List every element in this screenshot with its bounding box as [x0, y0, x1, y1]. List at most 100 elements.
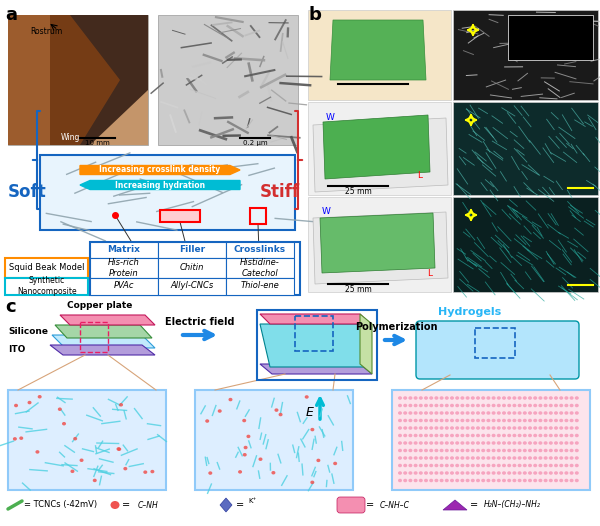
Ellipse shape [466, 396, 470, 400]
Ellipse shape [481, 464, 485, 467]
Ellipse shape [523, 456, 527, 460]
Ellipse shape [143, 470, 147, 474]
Ellipse shape [512, 396, 517, 400]
Bar [80, 322, 108, 352]
Ellipse shape [565, 471, 568, 475]
Ellipse shape [398, 449, 402, 452]
Bar [158, 242, 226, 258]
Ellipse shape [305, 395, 309, 399]
Ellipse shape [403, 404, 407, 407]
Ellipse shape [559, 441, 563, 445]
Ellipse shape [497, 464, 501, 467]
Ellipse shape [450, 456, 454, 460]
Ellipse shape [533, 449, 537, 452]
Text: c: c [5, 298, 16, 316]
Ellipse shape [476, 426, 480, 430]
Ellipse shape [554, 464, 558, 467]
Ellipse shape [455, 471, 459, 475]
Ellipse shape [575, 464, 579, 467]
Ellipse shape [512, 479, 517, 482]
Text: Allyl-CNCs: Allyl-CNCs [170, 281, 214, 290]
Ellipse shape [559, 479, 563, 482]
Ellipse shape [455, 479, 459, 482]
Ellipse shape [445, 449, 449, 452]
Ellipse shape [151, 470, 154, 473]
Ellipse shape [117, 448, 121, 451]
Ellipse shape [445, 464, 449, 467]
Ellipse shape [559, 434, 563, 437]
Ellipse shape [413, 456, 418, 460]
Ellipse shape [518, 479, 521, 482]
Bar [8, 390, 166, 490]
Ellipse shape [487, 456, 490, 460]
Text: 10 mm: 10 mm [85, 140, 109, 146]
Ellipse shape [507, 419, 511, 422]
Ellipse shape [481, 434, 485, 437]
Ellipse shape [559, 449, 563, 452]
Ellipse shape [523, 464, 527, 467]
Text: =: = [366, 500, 374, 510]
Ellipse shape [398, 441, 402, 445]
Bar [90, 278, 158, 295]
Ellipse shape [73, 437, 77, 440]
Ellipse shape [528, 479, 532, 482]
Ellipse shape [507, 456, 511, 460]
Ellipse shape [497, 449, 501, 452]
Ellipse shape [413, 419, 418, 422]
Ellipse shape [271, 471, 275, 474]
Ellipse shape [455, 419, 459, 422]
Ellipse shape [487, 471, 490, 475]
Ellipse shape [528, 419, 532, 422]
Bar [508, 15, 593, 60]
Ellipse shape [528, 471, 532, 475]
Ellipse shape [533, 471, 537, 475]
Ellipse shape [403, 464, 407, 467]
Ellipse shape [413, 396, 418, 400]
Ellipse shape [476, 464, 480, 467]
Ellipse shape [575, 426, 579, 430]
Text: =: = [470, 500, 478, 510]
Ellipse shape [429, 456, 433, 460]
Ellipse shape [569, 479, 574, 482]
Ellipse shape [487, 404, 490, 407]
Bar [308, 10, 451, 100]
Ellipse shape [116, 447, 121, 451]
Ellipse shape [565, 449, 568, 452]
Text: Synthetic
Nanocomposite: Synthetic Nanocomposite [17, 276, 77, 296]
Ellipse shape [569, 456, 574, 460]
Ellipse shape [559, 419, 563, 422]
Ellipse shape [476, 419, 480, 422]
Ellipse shape [419, 411, 423, 414]
Ellipse shape [440, 471, 443, 475]
Ellipse shape [575, 456, 579, 460]
Ellipse shape [445, 426, 449, 430]
Ellipse shape [450, 479, 454, 482]
Ellipse shape [528, 434, 532, 437]
Ellipse shape [544, 441, 548, 445]
Ellipse shape [481, 449, 485, 452]
Ellipse shape [460, 479, 464, 482]
Ellipse shape [419, 404, 423, 407]
Bar [40, 155, 295, 230]
Ellipse shape [398, 479, 402, 482]
Ellipse shape [565, 411, 568, 414]
Ellipse shape [487, 441, 490, 445]
Ellipse shape [502, 449, 506, 452]
Ellipse shape [419, 396, 423, 400]
Ellipse shape [398, 456, 402, 460]
Ellipse shape [554, 411, 558, 414]
Ellipse shape [491, 471, 496, 475]
Bar [295, 316, 333, 351]
Ellipse shape [455, 449, 459, 452]
Ellipse shape [471, 419, 475, 422]
Bar [195, 390, 353, 490]
Ellipse shape [518, 396, 521, 400]
Ellipse shape [450, 434, 454, 437]
Ellipse shape [242, 419, 246, 422]
Ellipse shape [429, 479, 433, 482]
Ellipse shape [466, 426, 470, 430]
Ellipse shape [502, 479, 506, 482]
Ellipse shape [93, 479, 97, 482]
Ellipse shape [455, 464, 459, 467]
Ellipse shape [549, 449, 553, 452]
